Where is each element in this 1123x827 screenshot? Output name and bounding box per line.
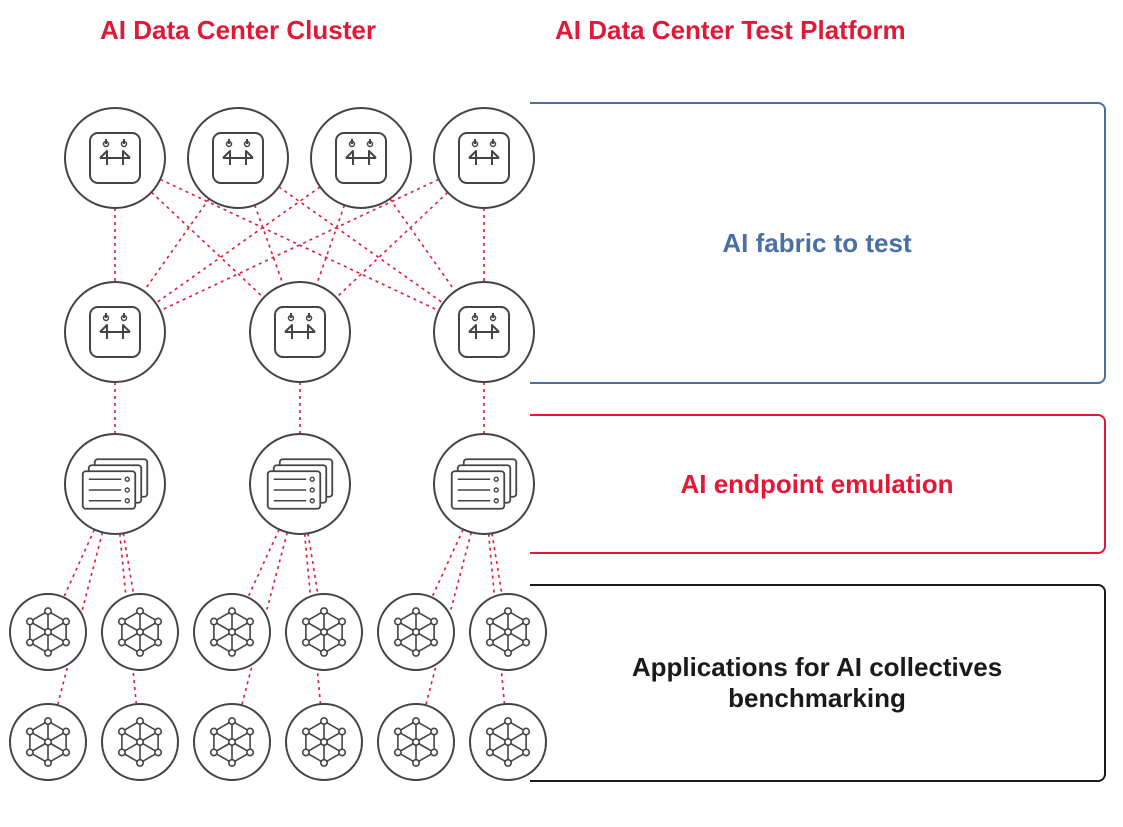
title-right: AI Data Center Test Platform xyxy=(555,15,906,46)
spine-switch-1 xyxy=(188,108,288,208)
gpu-node-bottom-4 xyxy=(378,704,454,780)
gpu-node-bottom-0 xyxy=(10,704,86,780)
spine-switch-2 xyxy=(311,108,411,208)
panel-apps: Applications for AI collectives benchmar… xyxy=(530,584,1106,782)
links xyxy=(58,179,505,705)
leaf-switch-1 xyxy=(250,282,350,382)
title-left: AI Data Center Cluster xyxy=(100,15,376,46)
gpu-node-top-0 xyxy=(10,594,86,670)
panel-endpoint-label: AI endpoint emulation xyxy=(681,469,954,500)
spine-switch-3 xyxy=(434,108,534,208)
server-node-2 xyxy=(434,434,534,534)
panel-apps-label: Applications for AI collectives benchmar… xyxy=(560,652,1074,714)
spine-switch-0 xyxy=(65,108,165,208)
server-node-1 xyxy=(250,434,350,534)
panel-endpoint: AI endpoint emulation xyxy=(530,414,1106,554)
leaf-switch-0 xyxy=(65,282,165,382)
gpu-node-top-2 xyxy=(194,594,270,670)
gpu-node-bottom-1 xyxy=(102,704,178,780)
gpu-node-top-4 xyxy=(378,594,454,670)
server-node-0 xyxy=(65,434,165,534)
panel-fabric-label: AI fabric to test xyxy=(722,228,911,259)
leaf-switch-2 xyxy=(434,282,534,382)
gpu-node-top-1 xyxy=(102,594,178,670)
gpu-node-bottom-3 xyxy=(286,704,362,780)
gpu-node-top-3 xyxy=(286,594,362,670)
gpu-node-bottom-2 xyxy=(194,704,270,780)
panel-fabric: AI fabric to test xyxy=(530,102,1106,384)
